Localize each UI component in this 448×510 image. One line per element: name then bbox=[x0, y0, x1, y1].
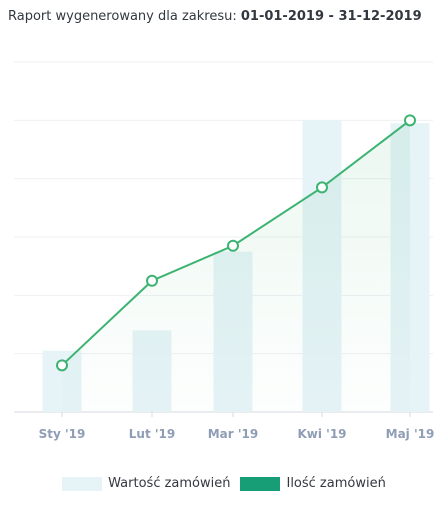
report-date-to: 31-12-2019 bbox=[338, 9, 422, 24]
x-tick-label: Mar '19 bbox=[208, 427, 259, 441]
legend-label-count: Ilość zamówień bbox=[286, 476, 386, 491]
x-tick-label: Sty '19 bbox=[39, 427, 86, 441]
count-area-fill bbox=[62, 120, 410, 412]
count-point bbox=[56, 359, 68, 372]
report-range-dates: 01-01-2019 - 31-12-2019 bbox=[241, 9, 422, 24]
legend-label-value: Wartość zamówień bbox=[108, 476, 231, 491]
count-point bbox=[146, 274, 158, 287]
x-axis-ticks: Sty '19 Lut '19 Mar '19 Kwi '19 Maj '19 bbox=[39, 412, 435, 441]
chart-legend: Wartość zamówień Ilość zamówień bbox=[0, 476, 448, 491]
x-tick-label: Lut '19 bbox=[129, 427, 175, 441]
report-date-from: 01-01-2019 bbox=[240, 9, 325, 24]
x-tick-label: Kwi '19 bbox=[297, 427, 346, 441]
legend-swatch-count bbox=[240, 476, 281, 491]
report-range-prefix: Raport wygenerowany dla zakresu: bbox=[8, 9, 237, 24]
legend-item-count[interactable]: Ilość zamówień bbox=[240, 476, 386, 491]
count-point bbox=[227, 239, 239, 252]
legend-swatch-value bbox=[62, 476, 103, 491]
report-range-header: Raport wygenerowany dla zakresu: 01-01-2… bbox=[8, 9, 422, 24]
legend-item-value[interactable]: Wartość zamówień bbox=[62, 476, 230, 491]
report-date-separator: - bbox=[328, 9, 334, 24]
x-tick-label: Maj '19 bbox=[386, 427, 435, 441]
count-points bbox=[56, 114, 416, 372]
count-point bbox=[316, 181, 328, 194]
count-point bbox=[404, 114, 416, 127]
count-area bbox=[62, 120, 410, 412]
